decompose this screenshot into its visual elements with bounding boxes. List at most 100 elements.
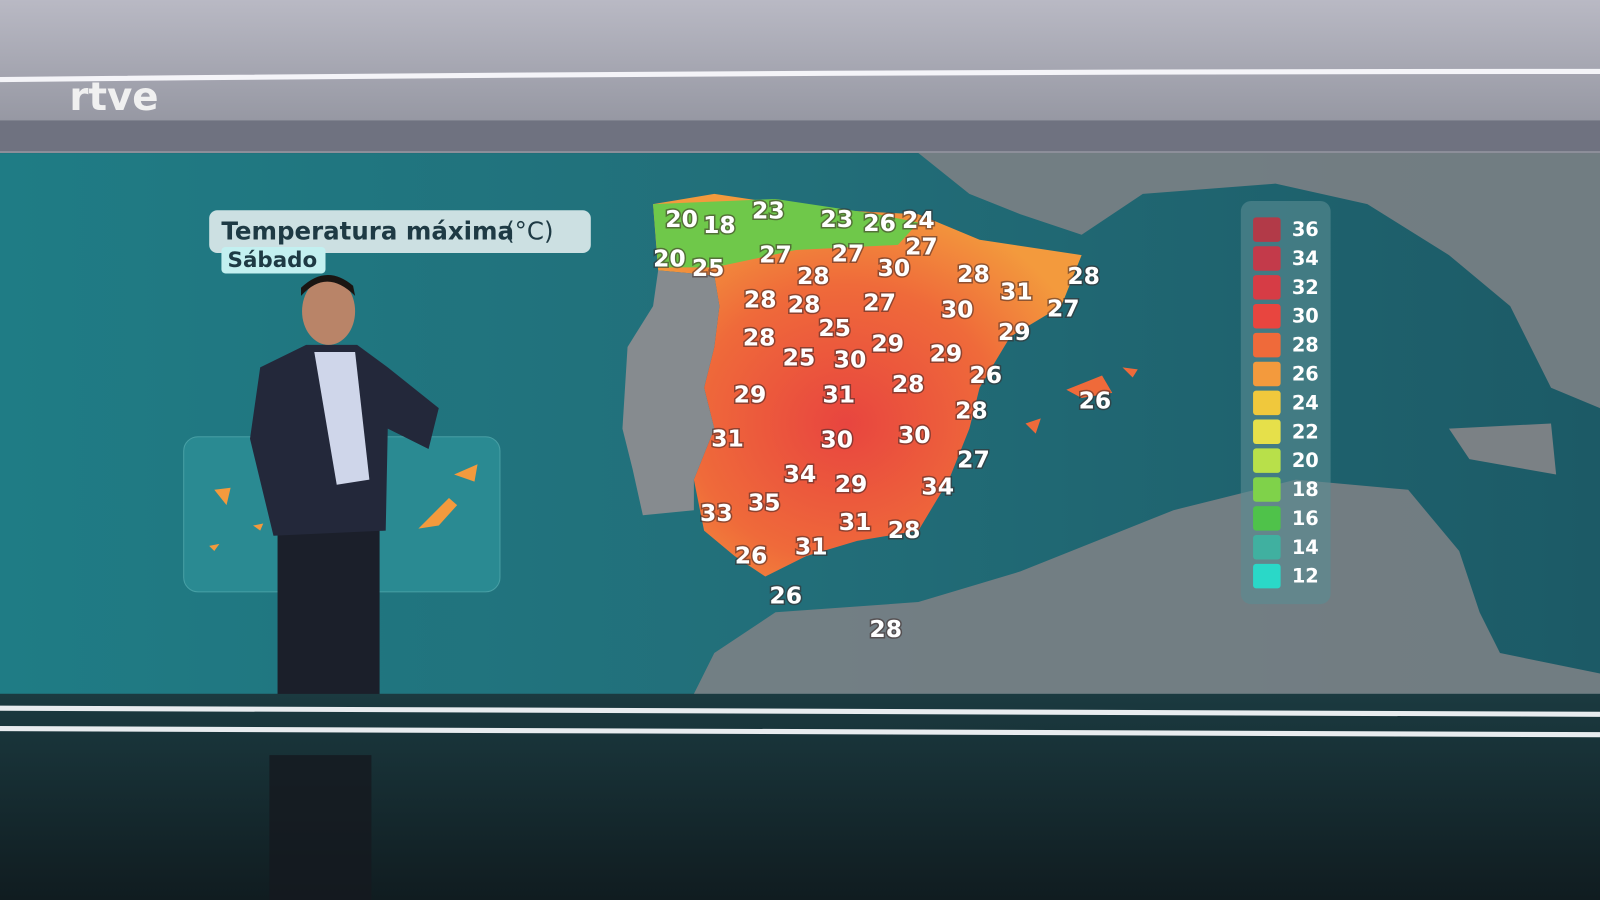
temperature-label: 26 [1079, 387, 1112, 415]
temperature-label: 29 [930, 340, 963, 368]
temperature-label: 23 [752, 197, 785, 225]
temperature-label: 28 [888, 516, 921, 544]
legend-label: 24 [1292, 391, 1319, 414]
temperature-label: 25 [783, 344, 816, 372]
presenter-head [302, 277, 356, 345]
temperature-label: 34 [921, 472, 954, 500]
temperature-label: 31 [795, 532, 828, 560]
temperature-label: 29 [734, 380, 767, 408]
light-strip [0, 68, 1600, 83]
temperature-label: 30 [898, 421, 931, 449]
temperature-label: 26 [863, 209, 896, 237]
legend-label: 16 [1292, 507, 1319, 530]
temperature-label: 31 [711, 424, 744, 452]
legend-label: 28 [1292, 334, 1319, 357]
unit-label: (°C) [505, 217, 553, 246]
temperature-label: 27 [863, 289, 896, 317]
legend-label: 32 [1292, 276, 1319, 299]
temperature-label: 28 [955, 397, 988, 425]
temperature-label: 27 [957, 446, 990, 474]
legend-swatch [1253, 332, 1281, 358]
temperature-label: 31 [822, 380, 855, 408]
legend-swatch [1253, 448, 1281, 473]
legend-swatch [1253, 419, 1281, 444]
legend-label: 18 [1292, 478, 1319, 501]
temperature-label: 28 [744, 286, 777, 314]
temperature-label: 26 [735, 542, 768, 570]
temperature-label: 27 [832, 240, 865, 268]
legend-swatch [1253, 563, 1281, 589]
land-north-coast [653, 198, 919, 268]
legend-swatch [1253, 246, 1281, 271]
legend-swatch [1253, 217, 1281, 242]
legend-panel [1240, 201, 1331, 605]
temperature-label: 30 [941, 296, 974, 324]
temperature-label: 30 [820, 425, 853, 453]
temperature-label: 27 [1047, 295, 1080, 323]
temperature-label: 28 [869, 615, 902, 643]
temperature-label: 33 [700, 499, 733, 527]
land-sicily [1448, 423, 1557, 475]
temperature-label: 25 [692, 254, 725, 282]
temperature-label: 18 [703, 211, 736, 239]
legend-label: 20 [1292, 449, 1319, 472]
temperature-label: 31 [839, 508, 872, 536]
legend-swatch [1253, 390, 1281, 416]
temperature-label: 20 [665, 205, 698, 233]
legend-label: 12 [1292, 565, 1319, 588]
temperature-label: 31 [1000, 277, 1033, 305]
legend-swatch [1253, 506, 1281, 531]
legend-swatch [1253, 535, 1281, 560]
land-europe-africa [693, 153, 1600, 694]
temperature-label: 29 [871, 329, 904, 357]
legend-label: 30 [1292, 305, 1319, 328]
land-balearics [1025, 367, 1138, 434]
temperature-label: 26 [969, 361, 1002, 389]
legend-label: 34 [1292, 247, 1319, 270]
temperature-label: 29 [998, 318, 1031, 346]
temperature-label: 28 [1067, 262, 1100, 290]
studio-floor [0, 693, 1600, 900]
temperature-label: 28 [743, 323, 776, 351]
temperature-label: 25 [818, 314, 851, 342]
legend-label: 22 [1292, 420, 1319, 443]
legend-label: 26 [1292, 363, 1319, 386]
temperature-label: 28 [797, 262, 830, 290]
legend-label: 36 [1292, 218, 1319, 241]
temperature-label: 30 [878, 254, 911, 282]
land-spain [653, 193, 1082, 577]
legend: 36 34 32 30 28 26 24 22 20 18 16 14 12 [1253, 217, 1319, 589]
day-label: Sábado [228, 248, 318, 273]
temperature-label: 27 [759, 241, 792, 269]
legend-swatch [1253, 303, 1281, 329]
legend-label: 14 [1292, 536, 1319, 559]
temperature-label: 24 [902, 206, 935, 234]
presenter-reflection [269, 755, 372, 900]
temperature-label: 20 [653, 245, 686, 273]
presenter-hair [301, 274, 356, 296]
legend-swatch [1253, 361, 1281, 387]
temperature-label: 28 [788, 291, 821, 319]
floor-light-strips [0, 705, 1600, 738]
title-box [209, 210, 591, 254]
legend-swatch [1253, 275, 1281, 300]
day-box [221, 246, 326, 274]
temperature-label: 29 [835, 470, 868, 498]
temperature-label: 27 [905, 232, 938, 260]
map-title: Temperatura máxima [221, 217, 514, 246]
presenter-shirt [314, 352, 370, 485]
land-portugal [622, 270, 720, 516]
legend-swatch [1253, 477, 1281, 502]
channel-logo: rtve [69, 75, 158, 120]
temperature-label: 28 [957, 260, 990, 288]
temperature-label: 34 [784, 460, 817, 488]
temperature-label: 30 [834, 346, 867, 374]
temperature-label: 28 [892, 370, 925, 398]
temperature-label: 35 [748, 489, 781, 517]
temperature-label: 26 [769, 581, 802, 609]
screen-frame [0, 120, 1600, 152]
temperature-label: 23 [820, 205, 853, 233]
